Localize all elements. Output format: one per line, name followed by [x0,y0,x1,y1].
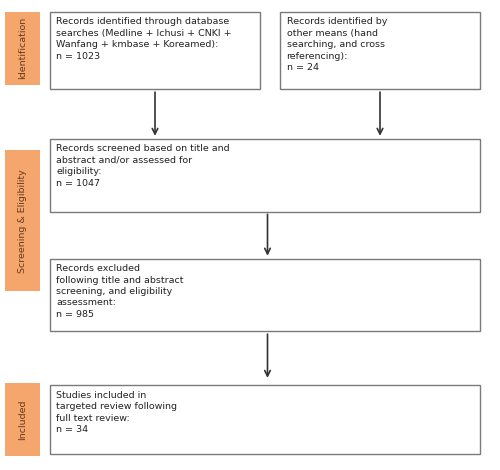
Bar [50,139,480,212]
Text: Screening & Eligibility: Screening & Eligibility [18,169,27,273]
Text: Identification: Identification [18,17,27,79]
Bar [50,385,480,454]
Bar [280,12,480,89]
Text: Records identified through database
searches (Medline + Ichusi + CNKI +
Wanfang : Records identified through database sear… [56,17,232,61]
Bar [50,258,480,331]
Text: Studies included in
targeted review following
full text review:
n = 34: Studies included in targeted review foll… [56,391,178,434]
Text: Records excluded
following title and abstract
screening, and eligibility
assessm: Records excluded following title and abs… [56,264,184,319]
Text: Included: Included [18,399,27,440]
Bar [5,150,40,291]
Text: Records identified by
other means (hand
searching, and cross
referencing):
n = 2: Records identified by other means (hand … [286,17,387,72]
Bar [5,12,40,85]
Bar [5,383,40,456]
Text: Records screened based on title and
abstract and/or assessed for
eligibility:
n : Records screened based on title and abst… [56,144,230,188]
Bar [50,12,260,89]
